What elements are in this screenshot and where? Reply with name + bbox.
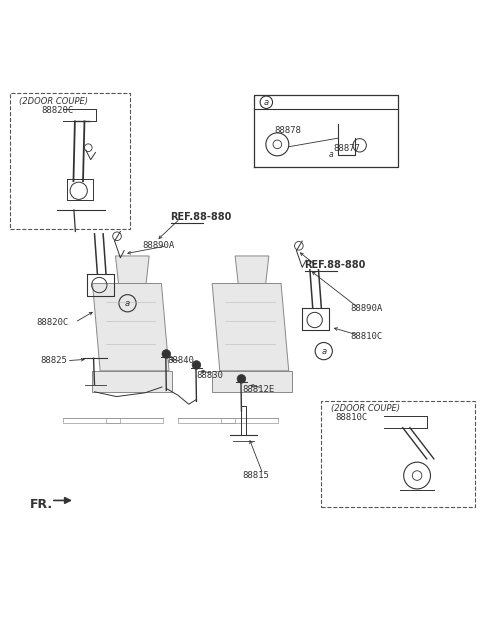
Text: 88890A: 88890A	[142, 241, 174, 250]
Text: 88820C: 88820C	[36, 318, 69, 327]
Text: 88840: 88840	[167, 356, 194, 365]
Text: a: a	[125, 299, 130, 308]
Polygon shape	[116, 256, 149, 284]
Text: 88825: 88825	[40, 356, 67, 365]
Text: 88830: 88830	[196, 371, 223, 380]
Polygon shape	[212, 371, 292, 392]
Circle shape	[162, 349, 170, 358]
Text: 88820C: 88820C	[41, 106, 73, 115]
Text: a: a	[329, 150, 333, 159]
Polygon shape	[93, 284, 169, 371]
Polygon shape	[93, 371, 172, 392]
Text: 88877: 88877	[333, 144, 360, 153]
Text: a: a	[321, 347, 326, 356]
Polygon shape	[212, 284, 289, 371]
Text: 88810C: 88810C	[336, 413, 368, 422]
Text: REF.88-880: REF.88-880	[305, 260, 366, 270]
Text: 88890A: 88890A	[350, 303, 383, 312]
Text: REF.88-880: REF.88-880	[170, 212, 232, 222]
Text: 88810C: 88810C	[350, 332, 383, 341]
Text: 88815: 88815	[242, 471, 269, 480]
Text: 88878: 88878	[275, 127, 301, 136]
Text: (2DOOR COUPE): (2DOOR COUPE)	[19, 97, 88, 106]
Text: FR.: FR.	[29, 498, 52, 511]
Circle shape	[192, 361, 201, 369]
Text: (2DOOR COUPE): (2DOOR COUPE)	[331, 404, 400, 413]
Text: 88812E: 88812E	[242, 385, 275, 394]
Text: a: a	[264, 98, 269, 107]
Polygon shape	[235, 256, 269, 284]
Circle shape	[237, 374, 246, 383]
